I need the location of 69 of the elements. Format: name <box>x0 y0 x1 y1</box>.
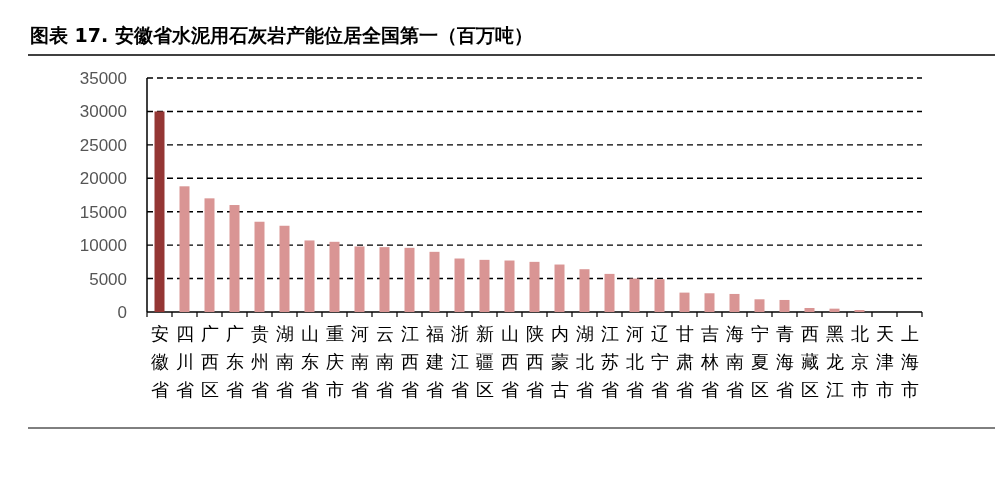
x-tick-label: 青海省 <box>775 323 794 400</box>
x-tick-label: 贵州省 <box>250 323 269 400</box>
y-tick-label: 5000 <box>89 269 127 289</box>
bar <box>554 264 565 312</box>
x-tick-label: 江西省 <box>400 323 419 400</box>
bar <box>379 247 390 312</box>
x-tick-label: 浙江省 <box>450 323 469 400</box>
x-tick-label: 西藏区 <box>800 323 819 400</box>
x-tick-label: 河北省 <box>625 323 644 400</box>
y-tick-label: 0 <box>117 302 127 322</box>
bar <box>204 198 215 312</box>
y-tick-label: 10000 <box>79 236 127 256</box>
x-tick-label: 山西省 <box>500 323 519 400</box>
x-tick-label: 黑龙江 <box>825 323 844 400</box>
x-tick-label: 福建省 <box>424 323 444 400</box>
bar <box>654 279 665 312</box>
bar <box>454 258 465 312</box>
bar <box>579 269 590 312</box>
x-tick-label: 江苏省 <box>600 323 619 400</box>
x-tick-label: 湖北省 <box>575 323 594 400</box>
x-tick-label: 北京市 <box>850 323 869 400</box>
x-tick-label: 甘肃省 <box>675 323 694 400</box>
x-tick-label: 宁夏区 <box>750 323 769 400</box>
y-tick-label: 25000 <box>79 135 127 155</box>
y-tick-label: 35000 <box>79 68 127 88</box>
x-tick-label: 云南省 <box>375 323 394 400</box>
x-tick-label: 重庆市 <box>325 323 344 400</box>
x-tick-label: 新疆区 <box>475 323 494 400</box>
bar <box>229 205 240 312</box>
x-tick-label: 广西区 <box>200 323 219 400</box>
bar <box>629 278 640 312</box>
x-tick-label: 四川省 <box>175 323 194 400</box>
bar <box>829 308 840 312</box>
x-tick-label: 内蒙古 <box>550 323 569 400</box>
bar <box>279 225 290 312</box>
bar <box>154 111 165 312</box>
bar <box>604 273 615 312</box>
bar <box>854 309 865 312</box>
bar <box>504 260 515 312</box>
bar <box>354 246 365 312</box>
bar <box>754 299 765 312</box>
bar <box>479 259 490 312</box>
y-tick-label: 30000 <box>79 102 127 122</box>
x-tick-label: 广东省 <box>225 323 244 400</box>
bar <box>329 241 340 312</box>
x-tick-label: 湖南省 <box>275 323 294 400</box>
bar <box>704 293 715 312</box>
bar <box>404 247 415 312</box>
bar <box>729 293 740 312</box>
x-tick-label: 海南省 <box>725 323 744 400</box>
x-tick-label: 陕西省 <box>525 323 544 400</box>
bar <box>804 307 815 312</box>
bar <box>254 221 265 312</box>
x-tick-label: 吉林省 <box>699 323 719 400</box>
x-tick-label: 山东省 <box>300 323 319 400</box>
bar <box>679 292 690 312</box>
bar <box>429 251 440 312</box>
bar <box>529 261 540 312</box>
x-tick-label: 天津市 <box>875 323 894 400</box>
bar <box>179 186 190 312</box>
x-tick-label: 安徽省 <box>150 323 169 400</box>
x-tick-label: 上海市 <box>900 323 919 400</box>
bar <box>304 240 315 312</box>
y-tick-label: 20000 <box>79 169 127 189</box>
chart-title: 图表 17. 安徽省水泥用石灰岩产能位居全国第一（百万吨） <box>30 24 533 46</box>
x-tick-label: 辽宁省 <box>650 323 669 400</box>
x-tick-label: 河南省 <box>350 323 369 400</box>
bar <box>779 299 790 312</box>
y-tick-label: 15000 <box>79 202 127 222</box>
